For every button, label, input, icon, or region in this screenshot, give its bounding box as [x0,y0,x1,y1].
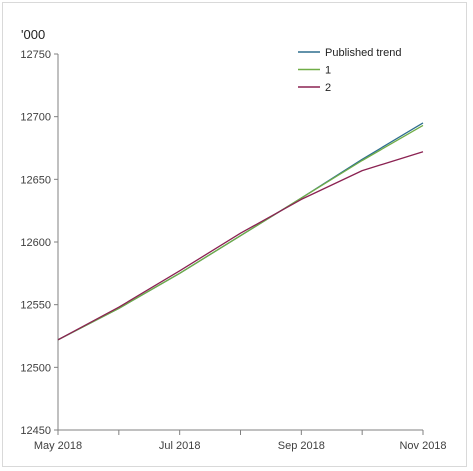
y-tick-label: 12450 [20,425,51,437]
y-tick-label: 12750 [20,49,51,61]
series-line-1 [57,122,424,341]
unit-label: '000 [21,27,45,42]
legend: Published trend 1 2 [298,47,401,94]
x-tick-label: Jul 2018 [159,440,201,452]
y-tick-label: 12550 [20,300,51,312]
series-line-2 [57,124,424,341]
series-line-3 [57,151,424,341]
y-tick-label: 12600 [20,237,51,249]
y-axis-ticks: 12450 12500 12550 12600 12650 12700 12750 [20,49,58,437]
legend-label-2: 1 [325,65,331,77]
x-tick-label: Nov 2018 [399,440,446,452]
y-tick-label: 12700 [20,112,51,124]
axes [57,54,423,431]
x-tick-label: Sep 2018 [278,440,325,452]
legend-label-3: 2 [325,82,331,94]
chart-frame: '000 12450 12500 12550 12600 12650 12700 12750… [2,2,467,467]
y-tick-label: 12650 [20,174,51,186]
x-tick-label: May 2018 [34,440,82,452]
line-chart: '000 12450 12500 12550 12600 12650 12700 12750… [20,27,447,452]
series-lines [57,122,424,341]
y-tick-label: 12500 [20,362,51,374]
x-axis-ticks: May 2018 Jul 2018 Sep 2018 Nov 2018 [34,430,447,452]
legend-label-1: Published trend [325,47,401,59]
